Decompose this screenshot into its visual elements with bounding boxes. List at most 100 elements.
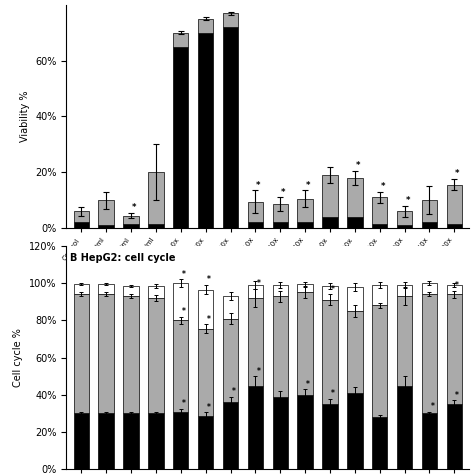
Text: *: * [256, 279, 260, 288]
Bar [347, 178, 363, 217]
Text: *: * [232, 387, 236, 396]
Bar [322, 300, 337, 404]
Text: *: * [182, 307, 186, 316]
Bar [73, 413, 89, 469]
Bar [247, 201, 263, 222]
Bar [273, 222, 288, 228]
Bar [148, 413, 164, 469]
Bar [73, 284, 89, 294]
Bar [148, 286, 164, 298]
Bar [99, 225, 114, 228]
Bar [397, 385, 412, 469]
Bar [99, 413, 114, 469]
Bar [148, 224, 164, 228]
Bar [73, 222, 89, 228]
Bar [123, 224, 139, 228]
Bar [297, 395, 313, 469]
Text: *: * [182, 399, 186, 408]
Bar [422, 294, 437, 413]
Bar [198, 290, 213, 329]
Bar [198, 329, 213, 416]
Text: *: * [306, 181, 310, 190]
Legend: Dead, Apoptotic, Intact live: Dead, Apoptotic, Intact live [179, 356, 356, 372]
Bar [422, 222, 437, 228]
Bar [322, 286, 337, 300]
Bar [297, 199, 313, 222]
Bar [372, 224, 387, 228]
Text: *: * [256, 367, 260, 376]
Bar [223, 296, 238, 319]
Bar [247, 222, 263, 228]
Bar [173, 33, 189, 46]
Bar [447, 185, 462, 224]
Bar [198, 18, 213, 33]
Text: B HepG2: cell cycle: B HepG2: cell cycle [70, 253, 176, 263]
Text: *: * [207, 275, 210, 284]
Bar [372, 197, 387, 224]
Bar [447, 294, 462, 404]
Bar [247, 298, 263, 385]
Bar [198, 33, 213, 228]
Bar [297, 292, 313, 395]
Bar [223, 27, 238, 228]
Bar [247, 385, 263, 469]
Bar [173, 320, 189, 411]
Bar [322, 217, 337, 228]
Bar [173, 283, 189, 320]
Bar [247, 285, 263, 298]
Text: *: * [430, 402, 434, 411]
Text: *: * [456, 391, 459, 400]
Bar [123, 286, 139, 296]
Text: *: * [455, 169, 460, 178]
Text: *: * [132, 203, 136, 212]
Bar [447, 285, 462, 294]
Bar [173, 411, 189, 469]
Bar [347, 393, 363, 469]
Bar [148, 172, 164, 224]
Bar [99, 284, 114, 294]
Text: *: * [281, 188, 285, 197]
Bar [347, 311, 363, 393]
Bar [123, 216, 139, 224]
Bar [73, 294, 89, 413]
Bar [397, 296, 412, 385]
Bar [273, 296, 288, 397]
Y-axis label: Cell cycle %: Cell cycle % [13, 328, 23, 387]
Bar [422, 200, 437, 222]
Bar [123, 296, 139, 413]
Bar [347, 217, 363, 228]
Bar [223, 319, 238, 402]
Text: *: * [306, 380, 310, 389]
Bar [99, 294, 114, 413]
Text: *: * [456, 281, 459, 290]
Bar [73, 211, 89, 222]
Bar [297, 222, 313, 228]
Bar [447, 404, 462, 469]
Text: *: * [182, 270, 186, 279]
Text: *: * [331, 389, 335, 398]
Text: *: * [405, 196, 410, 205]
Bar [198, 416, 213, 469]
Bar [273, 204, 288, 222]
Bar [397, 285, 412, 296]
Bar [273, 285, 288, 296]
Bar [148, 298, 164, 413]
Text: *: * [381, 182, 385, 191]
Bar [422, 413, 437, 469]
Text: *: * [207, 403, 210, 412]
Bar [223, 13, 238, 27]
Bar [123, 413, 139, 469]
Bar [372, 305, 387, 417]
Bar [322, 175, 337, 217]
Text: *: * [207, 315, 210, 324]
Text: *: * [331, 285, 335, 294]
Bar [372, 417, 387, 469]
Bar [99, 200, 114, 225]
Bar [422, 283, 437, 294]
Bar [297, 284, 313, 292]
Bar [447, 224, 462, 228]
Bar [347, 287, 363, 311]
Text: *: * [356, 161, 360, 170]
Bar [372, 285, 387, 305]
Bar [223, 402, 238, 469]
